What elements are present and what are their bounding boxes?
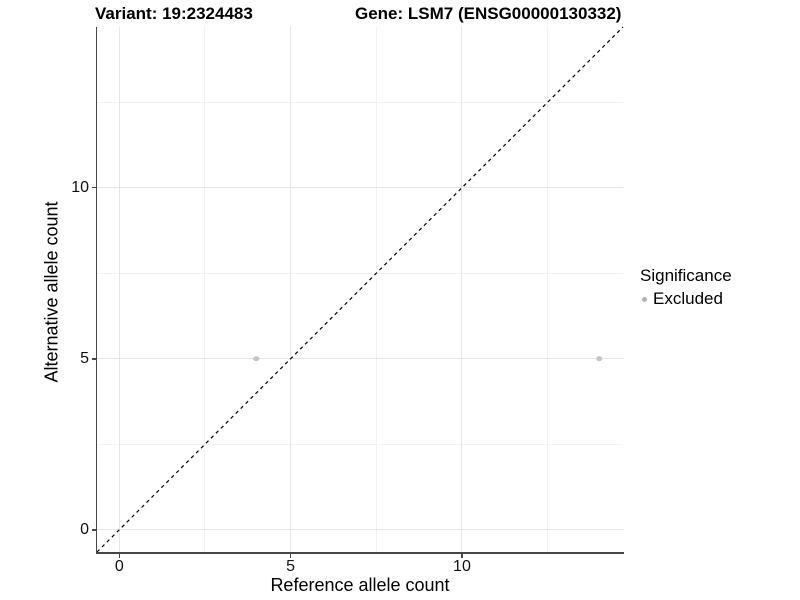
x-tick-mark	[118, 553, 121, 558]
x-tick-mark	[461, 553, 463, 558]
data-point	[596, 356, 602, 362]
legend: Significance Excluded	[637, 266, 732, 309]
x-minor-gridline	[547, 27, 549, 552]
y-minor-gridline	[97, 272, 623, 274]
data-point	[253, 356, 260, 362]
x-tick-label: 5	[286, 558, 296, 575]
plot-panel	[96, 26, 624, 553]
y-tick-label: 10	[71, 178, 89, 196]
x-axis-title: Reference allele count	[270, 575, 450, 595]
x-minor-gridline	[375, 27, 377, 552]
y-major-gridline	[97, 358, 623, 360]
identity-line-layer	[96, 26, 624, 553]
legend-item-label: Excluded	[653, 289, 723, 308]
x-minor-gridline	[204, 27, 206, 552]
y-tick-mark	[91, 529, 96, 531]
y-minor-gridline	[97, 443, 623, 445]
legend-item-excluded: Excluded	[637, 289, 732, 309]
legend-title: Significance	[640, 266, 732, 285]
y-tick-mark	[91, 186, 96, 189]
identity-dashed-line	[96, 26, 624, 553]
x-major-gridline	[118, 27, 120, 552]
legend-key-dot-icon	[642, 296, 647, 302]
y-minor-gridline	[97, 101, 623, 103]
y-major-gridline	[97, 529, 623, 531]
x-major-gridline	[290, 27, 292, 552]
plot-title-variant: Variant: 19:2324483	[95, 4, 253, 23]
x-tick-label: 10	[453, 558, 471, 575]
y-axis-line	[95, 27, 97, 554]
x-major-gridline	[461, 27, 463, 552]
y-major-gridline	[97, 187, 623, 189]
y-tick-label: 5	[80, 349, 89, 367]
x-tick-label: 0	[114, 558, 124, 575]
x-tick-mark	[289, 553, 292, 558]
x-axis-line	[95, 552, 624, 554]
y-tick-label: 0	[80, 520, 89, 538]
y-tick-mark	[91, 358, 96, 360]
plot-title-gene: Gene: LSM7 (ENSG00000130332)	[355, 4, 622, 23]
